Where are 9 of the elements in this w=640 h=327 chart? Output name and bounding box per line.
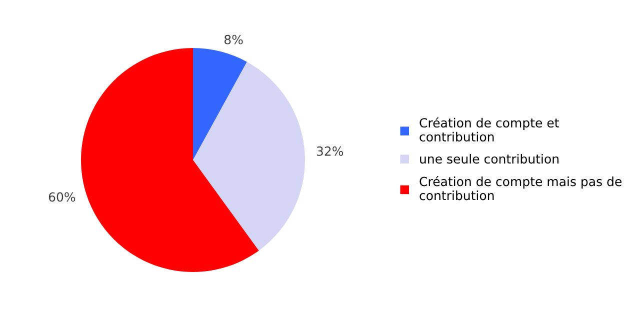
pie-slice xyxy=(81,48,259,272)
legend-label: une seule contribution xyxy=(420,154,558,164)
pie-slice xyxy=(193,62,305,251)
data-label: 32% xyxy=(316,146,344,156)
pie-slice xyxy=(193,48,247,160)
data-label: 8% xyxy=(224,34,243,44)
data-label: 60% xyxy=(48,192,76,202)
legend-label: Création de compte mais pas de contribution xyxy=(420,176,622,200)
legend-label: Création de compte et contribution xyxy=(420,117,559,142)
